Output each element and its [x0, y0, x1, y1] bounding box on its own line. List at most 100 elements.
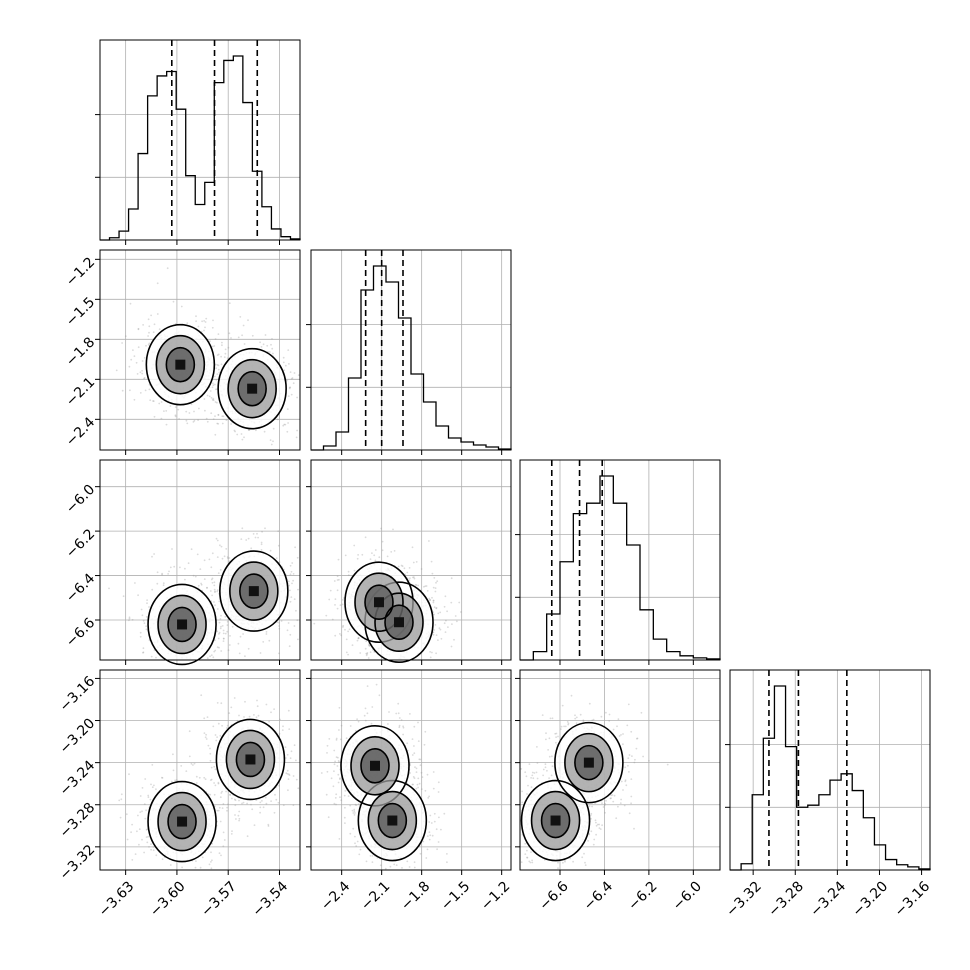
sample-point: [195, 860, 197, 862]
sample-point: [229, 794, 232, 796]
sample-point: [417, 777, 420, 780]
sample-point: [142, 651, 144, 654]
sample-point: [231, 625, 234, 628]
sample-point: [612, 800, 615, 803]
sample-point: [210, 766, 213, 769]
sample-point: [530, 777, 532, 779]
sample-point: [173, 565, 176, 568]
panel-frame: [99, 459, 301, 661]
sample-point: [147, 794, 150, 797]
sample-point: [217, 364, 220, 367]
sample-point: [214, 768, 217, 771]
sample-point: [246, 835, 249, 838]
sample-point: [216, 354, 219, 356]
sample-point: [226, 806, 229, 809]
sample-point: [218, 371, 221, 374]
sample-point: [283, 423, 286, 426]
sample-point: [261, 530, 263, 533]
sample-point: [428, 838, 431, 841]
sample-point: [541, 714, 544, 716]
sample-point: [428, 597, 431, 600]
sample-point: [148, 388, 151, 391]
sample-point: [435, 607, 438, 610]
sample-point: [132, 349, 134, 351]
sample-point: [221, 344, 223, 347]
sample-point: [286, 379, 288, 382]
sample-point: [411, 738, 414, 740]
sample-point: [357, 554, 359, 556]
sample-point: [215, 367, 218, 370]
sample-point: [144, 778, 147, 780]
sample-point: [347, 653, 349, 656]
sample-point: [437, 791, 440, 793]
sample-point: [203, 398, 206, 400]
sample-point: [369, 855, 372, 857]
sample-point: [165, 410, 168, 412]
sample-point: [381, 549, 384, 552]
sample-point: [142, 647, 145, 650]
sample-point: [354, 842, 356, 845]
sample-point: [158, 402, 161, 405]
sample-point: [617, 805, 619, 808]
sample-point: [584, 864, 587, 866]
sample-point: [345, 638, 348, 641]
sample-point: [172, 753, 174, 756]
sample-point: [293, 744, 296, 747]
sample-point: [203, 320, 206, 322]
sample-point: [153, 784, 155, 787]
sample-point: [337, 760, 340, 762]
sample-point: [145, 836, 148, 838]
sample-point: [295, 436, 298, 439]
sample-point: [564, 725, 567, 728]
sample-point: [212, 382, 214, 385]
sample-point: [286, 408, 289, 410]
sample-point: [217, 637, 220, 640]
sample-point: [406, 571, 409, 574]
sample-point: [627, 703, 630, 706]
sample-point: [136, 373, 139, 375]
sample-point: [203, 578, 206, 580]
sample-point: [398, 724, 401, 727]
sample-point: [209, 747, 211, 750]
sample-point: [413, 745, 415, 747]
sample-point: [432, 601, 435, 604]
sample-point: [180, 765, 183, 767]
sample-point: [531, 771, 534, 774]
sample-point: [429, 814, 432, 817]
sample-point: [190, 403, 193, 406]
sample-point: [273, 811, 276, 814]
sample-point: [345, 651, 348, 654]
sample-point: [332, 785, 335, 788]
sample-point: [174, 415, 177, 418]
sample-point: [161, 776, 163, 779]
sample-point: [378, 694, 381, 697]
sample-point: [357, 637, 360, 640]
sample-point: [437, 639, 439, 641]
sample-point: [429, 599, 432, 601]
sample-point: [269, 439, 272, 441]
sample-point: [216, 364, 219, 366]
sample-point: [147, 335, 150, 337]
panel-frame: [310, 459, 512, 661]
sample-point: [268, 351, 271, 353]
sample-point: [320, 772, 323, 774]
sample-point: [218, 646, 220, 649]
sample-point: [234, 430, 237, 433]
sample-point: [207, 744, 210, 747]
sample-point: [265, 631, 268, 633]
sample-point: [557, 867, 559, 870]
sample-point: [270, 343, 272, 346]
sample-point: [149, 798, 152, 801]
sample-point: [203, 732, 206, 734]
sample-point: [344, 822, 346, 824]
sample-point: [214, 604, 216, 607]
sample-point: [257, 536, 259, 539]
sample-point: [214, 590, 217, 593]
sample-point: [247, 647, 250, 650]
sample-point: [437, 612, 440, 615]
sample-point: [275, 557, 278, 559]
sample-point: [220, 702, 223, 705]
sample-point: [548, 755, 551, 758]
sample-point: [356, 840, 359, 843]
sample-point: [218, 633, 220, 635]
